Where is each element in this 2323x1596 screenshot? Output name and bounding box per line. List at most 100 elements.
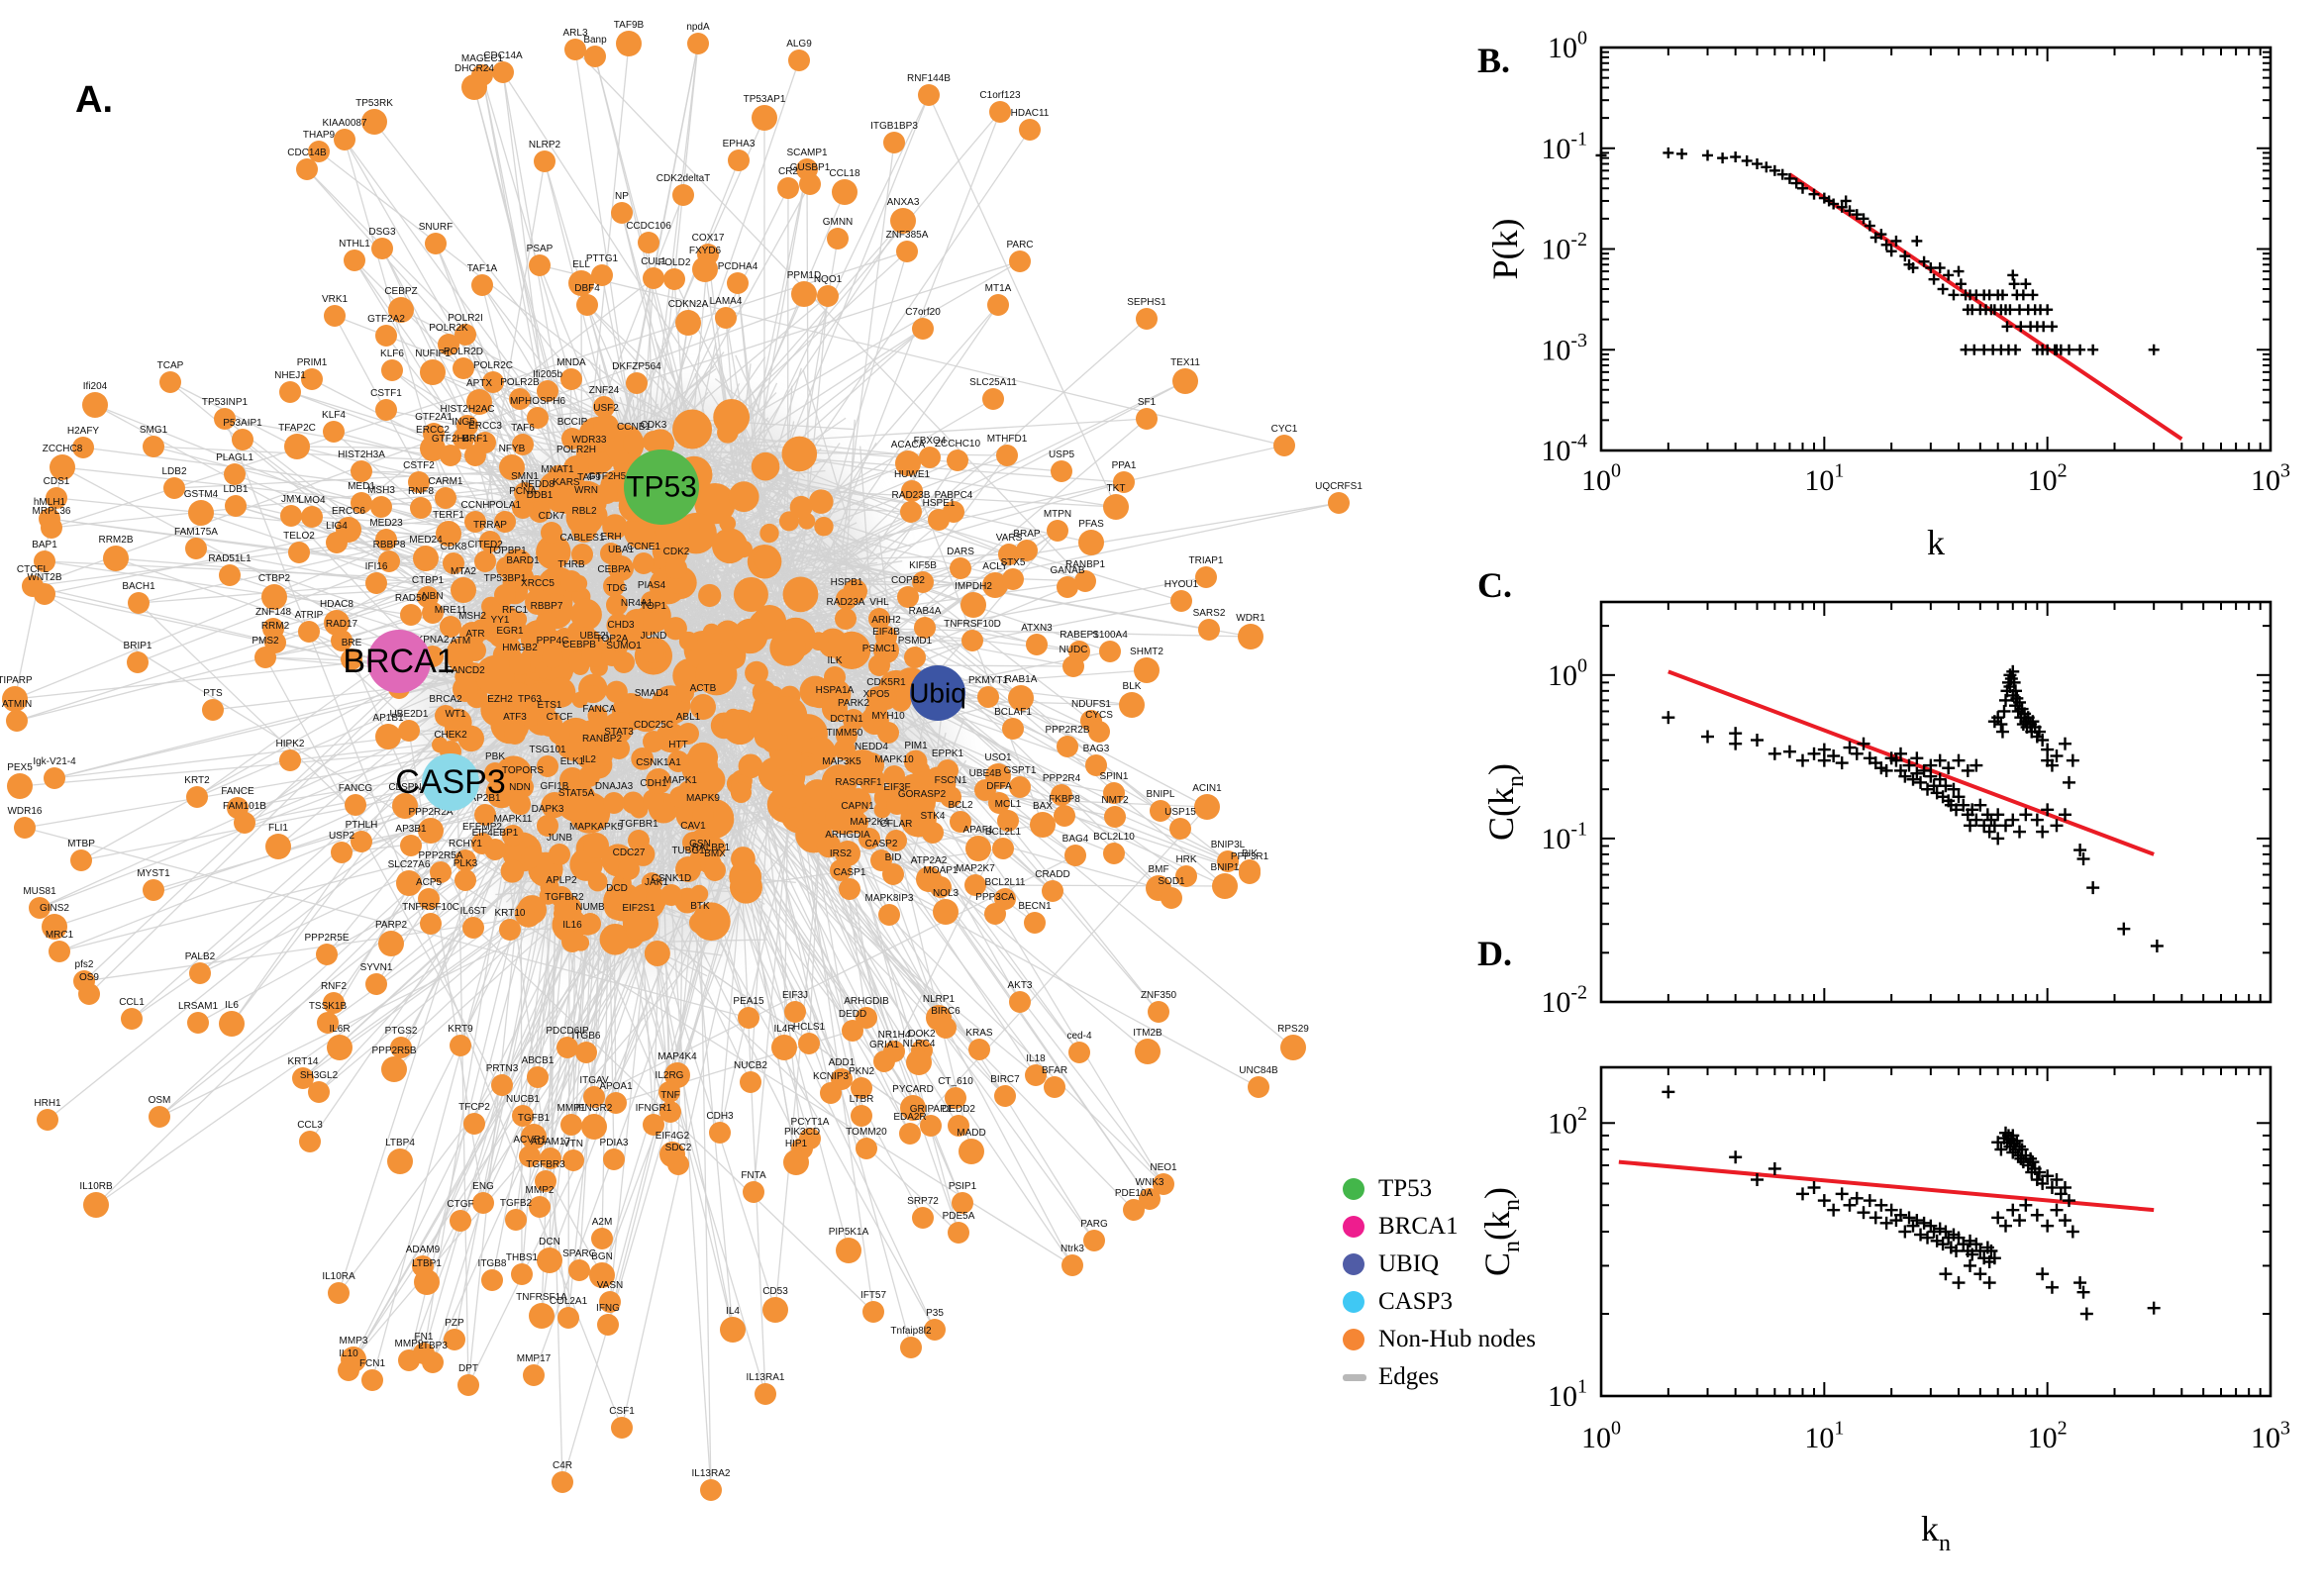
- non-hub-node: [512, 566, 534, 588]
- node-label: ARHGDIB: [844, 996, 889, 1007]
- node-label: PIAS4: [638, 580, 666, 591]
- node-label: CDK5R1: [866, 677, 906, 688]
- node-label: CLSPN: [388, 782, 421, 793]
- non-hub-node: [1135, 1039, 1161, 1064]
- non-hub-node: [667, 1153, 689, 1175]
- non-hub-node: [420, 436, 446, 461]
- non-hub-node: [836, 588, 858, 610]
- non-hub-node: [862, 1301, 884, 1323]
- node-label: RNF144B: [907, 73, 951, 84]
- node-label: CDC25C: [634, 720, 673, 731]
- non-hub-node: [728, 150, 750, 171]
- node-label: BAG3: [1083, 744, 1110, 754]
- node-label: KCNIP3: [813, 1071, 850, 1082]
- scatter-points: [1595, 147, 2160, 355]
- non-hub-node: [778, 511, 799, 532]
- node-label: ATRIP: [295, 610, 324, 621]
- non-hub-node: [390, 1037, 412, 1058]
- non-hub-node: [482, 371, 504, 393]
- node-label: NR4A1: [621, 598, 654, 609]
- plot-frame: [1599, 600, 2272, 1004]
- non-hub-node: [512, 434, 534, 455]
- node-label: FCN1: [359, 1358, 386, 1369]
- non-hub-node: [738, 1007, 759, 1029]
- node-label: HRK: [1175, 854, 1196, 865]
- node-label: PCDHA4: [718, 261, 758, 272]
- node-label: CSNK1A1: [636, 757, 681, 768]
- non-hub-node: [525, 589, 551, 615]
- non-hub-node: [519, 1146, 541, 1167]
- node-label: HRH1: [34, 1098, 61, 1109]
- non-hub-node: [1047, 520, 1068, 542]
- node-label: TAF1A: [467, 263, 498, 274]
- node-label: HTT: [668, 740, 687, 750]
- edge: [805, 111, 1001, 614]
- node-label: SMN1: [511, 471, 539, 482]
- node-label: BIK: [1242, 848, 1258, 859]
- non-hub-node: [1002, 568, 1024, 590]
- non-hub-node: [584, 46, 606, 67]
- node-label: ITGB1BP3: [870, 121, 918, 132]
- non-hub-node: [950, 557, 971, 579]
- node-label: TNFRSF1A: [516, 1292, 567, 1303]
- non-hub-node: [375, 325, 397, 347]
- node-label: IL2: [582, 754, 596, 765]
- non-hub-node: [542, 792, 567, 818]
- non-hub-node: [365, 572, 387, 594]
- node-label: MAPK9: [686, 793, 720, 804]
- edge: [802, 369, 849, 521]
- node-label: NEDD4: [855, 742, 888, 752]
- node-label: USP2: [329, 831, 355, 842]
- non-hub-node: [1195, 566, 1217, 588]
- node-label: ITGB8: [478, 1258, 507, 1269]
- node-label: CEBPA: [597, 564, 630, 575]
- node-label: AP1B1: [372, 713, 404, 724]
- non-hub-node: [49, 941, 70, 962]
- non-hub-node: [521, 846, 544, 868]
- non-hub-node: [500, 859, 525, 883]
- node-label: NQO1: [814, 274, 843, 285]
- node-label: BGN: [591, 1251, 613, 1262]
- node-label: GRIA1: [869, 1040, 899, 1050]
- non-hub-node: [868, 608, 890, 630]
- non-hub-node: [484, 762, 506, 784]
- non-hub-node: [504, 723, 526, 745]
- node-label: MYH10: [871, 711, 905, 722]
- node-label: NTHL1: [339, 239, 370, 249]
- node-label: BRCA2: [429, 694, 462, 705]
- node-label: RNF2: [321, 981, 348, 992]
- non-hub-node: [375, 399, 397, 421]
- non-hub-node: [494, 511, 516, 533]
- node-label: PSMD1: [898, 636, 933, 647]
- node-label: IMPDH2: [955, 581, 992, 592]
- node-label: VRK1: [322, 294, 349, 305]
- node-label: OS9: [79, 972, 99, 983]
- non-hub-node: [540, 1147, 561, 1169]
- node-label: CR2: [778, 166, 798, 177]
- panel-label-b: B.: [1477, 41, 1511, 80]
- non-hub-node: [997, 810, 1019, 832]
- node-label: CSTF2: [403, 460, 435, 471]
- non-hub-node: [589, 1262, 615, 1288]
- node-label: DCTN1: [830, 714, 863, 725]
- node-label: MAGEC1: [461, 53, 504, 64]
- node-label: BFAR: [1042, 1065, 1067, 1076]
- non-hub-node: [474, 804, 496, 826]
- non-hub-node: [802, 779, 832, 809]
- non-hub-node: [564, 39, 586, 60]
- node-label: APAF1: [963, 825, 994, 836]
- node-label: GTF2H4: [432, 434, 470, 445]
- non-hub-node: [474, 550, 496, 572]
- non-hub-node: [418, 818, 444, 844]
- edge: [318, 150, 729, 469]
- non-hub-node: [578, 765, 600, 787]
- node-label: C1orf123: [979, 90, 1021, 101]
- node-label: CD53: [762, 1286, 788, 1297]
- non-hub-node: [1238, 624, 1263, 649]
- edge: [83, 548, 543, 982]
- node-label: LRSAM1: [178, 1001, 218, 1012]
- node-label: THAP9: [303, 130, 336, 141]
- node-label: ZNF148: [255, 607, 292, 618]
- non-hub-node: [583, 1086, 605, 1108]
- non-hub-node: [103, 546, 129, 571]
